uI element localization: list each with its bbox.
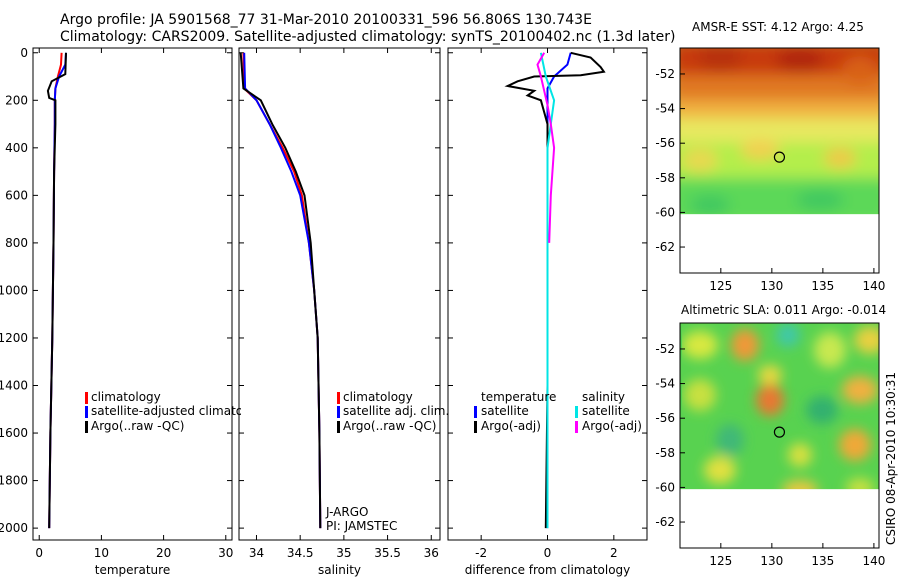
x-tick-label-difference: -2	[475, 546, 487, 560]
map-lon-label-sla: 125	[709, 554, 732, 568]
x-tick-label-temperature: 30	[218, 546, 233, 560]
x-tick-label-temperature: 0	[35, 546, 43, 560]
legend-swatch	[575, 406, 578, 418]
depth-tick-label: 200	[5, 93, 28, 107]
legend-swatch	[85, 392, 88, 404]
depth-tick-label: 400	[5, 141, 28, 155]
map-lon-label-sst: 135	[811, 279, 834, 293]
map-lon-label-sla: 140	[862, 554, 885, 568]
sal-legend-satellite: satellite adj. clim.	[343, 404, 450, 418]
map-lon-label-sst: 130	[760, 279, 783, 293]
map-lon-label-sst: 125	[709, 279, 732, 293]
figure-title-line-2: Climatology: CARS2009. Satellite-adjuste…	[60, 29, 676, 45]
map-sla: 125 130 135 140 -52 -54 -56 -58 -60 -62	[655, 322, 885, 568]
series-line-difference-salinity-argo-adj-	[536, 52, 556, 243]
map-lat-label-sst: -54	[655, 102, 675, 116]
legend-swatch	[474, 421, 477, 433]
depth-tick-label: 1600	[0, 426, 28, 440]
panel-salinity: 34 34.5 35 35.5 36 salinity	[238, 47, 441, 577]
timestamp-label: CSIRO 08-Apr-2010 10:30:31	[884, 371, 898, 545]
map-no-data-area-sla	[680, 489, 879, 548]
series-line-temperature-argo-raw-qc-	[46, 52, 67, 529]
float-pi-label: PI: JAMSTEC	[326, 519, 398, 533]
map-lat-label-sst: -60	[655, 205, 675, 219]
series-line-temperature-satellite-adjusted-climatology	[48, 52, 67, 529]
panel-frame-temperature	[32, 47, 233, 541]
figure-title-line-1: Argo profile: JA 5901568_77 31-Mar-2010 …	[60, 12, 592, 28]
panel-difference: -2 0 2 difference from climatology	[447, 47, 648, 577]
sla-map-field	[680, 323, 879, 503]
depth-tick-label: 600	[5, 188, 28, 202]
x-tick-label-temperature: 20	[156, 546, 171, 560]
series-line-salinity-climatology	[242, 52, 322, 529]
sst-map-title: AMSR-E SST: 4.12 Argo: 4.25	[692, 20, 864, 34]
float-location-marker-sla	[773, 426, 786, 438]
map-sst: 125 130 135 140 -52 -54 -56 -58 -60 -62	[655, 47, 885, 293]
temp-legend-climatology: climatology	[91, 390, 161, 404]
depth-tick-label: 800	[5, 236, 28, 250]
map-lat-label-sst: -58	[655, 171, 675, 185]
map-lat-label-sst: -56	[655, 136, 675, 150]
legend-swatch	[85, 421, 88, 433]
x-tick-label-difference: 2	[610, 546, 618, 560]
map-lat-label-sla: -58	[655, 446, 675, 460]
series-line-salinity-argo-raw-qc-	[239, 52, 322, 529]
legend-swatch	[575, 421, 578, 433]
sst-map-field	[680, 48, 879, 218]
map-lon-label-sla: 135	[811, 554, 834, 568]
depth-tick-label: 0	[20, 46, 28, 60]
sal-legend-argo: Argo(..raw -QC)	[343, 419, 437, 433]
x-tick-label-salinity: 35.5	[374, 546, 401, 560]
temp-legend-argo: Argo(..raw -QC)	[91, 419, 185, 433]
map-lat-label-sst: -52	[655, 67, 675, 81]
map-lat-label-sla: -60	[655, 480, 675, 494]
depth-tick-label: 2000	[0, 521, 28, 535]
x-tick-label-salinity: 35	[336, 546, 351, 560]
x-tick-label-salinity: 34	[249, 546, 264, 560]
legend-swatch	[85, 406, 88, 418]
map-lat-label-sla: -52	[655, 342, 675, 356]
map-lon-label-sla: 130	[760, 554, 783, 568]
diff-legend-salinity-title: salinity	[582, 390, 626, 404]
map-lat-label-sla: -62	[655, 515, 675, 529]
diff-legend-sal-argo: Argo(-adj)	[582, 419, 642, 433]
legend-swatch	[337, 406, 340, 418]
diff-legend-temperature-title: temperature	[481, 390, 557, 404]
panel-frame-salinity	[238, 47, 441, 541]
legend-swatch	[337, 392, 340, 404]
depth-tick-label: 1400	[0, 379, 28, 393]
series-line-difference-temperature-argo-adj-	[504, 51, 606, 529]
map-lat-label-sst: -62	[655, 240, 675, 254]
temp-legend-satellite: satellite-adjusted climatology	[91, 404, 241, 418]
series-line-salinity-satellite-adj-clim-	[243, 52, 322, 529]
x-tick-label-salinity: 36	[424, 546, 439, 560]
sla-map-title: Altimetric SLA: 0.011 Argo: -0.014	[681, 303, 887, 317]
x-tick-label-temperature: 10	[94, 546, 109, 560]
x-tick-label-difference: 0	[544, 546, 552, 560]
map-lat-label-sla: -54	[655, 377, 675, 391]
sal-legend-climatology: climatology	[343, 390, 413, 404]
map-lat-label-sla: -56	[655, 411, 675, 425]
diff-legend-sal-satellite: satellite	[582, 404, 630, 418]
depth-tick-label: 1000	[0, 283, 28, 297]
depth-tick-label: 1200	[0, 331, 28, 345]
diff-legend-temp-argo: Argo(-adj)	[481, 419, 541, 433]
legend-swatch	[337, 421, 340, 433]
map-frame-sla	[679, 322, 880, 549]
diff-legend-temp-satellite: satellite	[481, 404, 529, 418]
x-axis-label-salinity: salinity	[318, 563, 361, 577]
map-no-data-area-sst	[680, 214, 879, 273]
x-axis-label-temperature: temperature	[95, 563, 170, 577]
map-lon-label-sst: 140	[862, 279, 885, 293]
x-tick-label-salinity: 34.5	[287, 546, 314, 560]
panel-temperature: 0 10 20 30 0 200 400 600 800 1000 1200 1400 1600 1800…	[0, 46, 233, 577]
float-program-label: J-ARGO	[326, 505, 369, 519]
map-frame-sst	[679, 47, 880, 274]
depth-tick-label: 1800	[0, 474, 28, 488]
x-axis-label-difference: difference from climatology	[465, 563, 631, 577]
float-location-marker-sst	[773, 151, 786, 163]
legend-swatch	[474, 406, 477, 418]
